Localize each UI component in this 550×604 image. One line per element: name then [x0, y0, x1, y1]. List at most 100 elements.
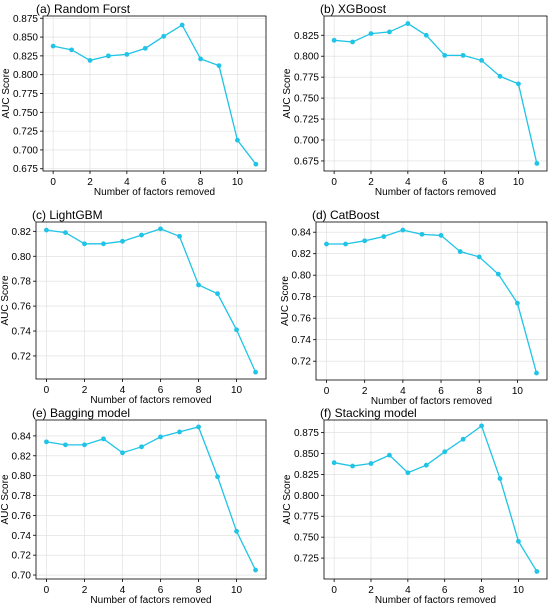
plot-frame — [35, 221, 267, 380]
y-tick-label: 0.74 — [12, 327, 32, 338]
y-tick-label: 0.775 — [294, 512, 319, 523]
x-tick-label: 0 — [331, 585, 337, 596]
data-point — [368, 461, 374, 466]
x-tick-label: 8 — [476, 386, 482, 397]
data-point — [253, 369, 258, 375]
series-line — [334, 424, 538, 572]
x-tick-label: 8 — [479, 585, 485, 596]
data-point — [534, 370, 539, 376]
panel-a: 0 2 4 6 8 10 0.675 0.700 0.725 0.750 0.775 0.800 0.8… — [1, 2, 267, 198]
y-tick-label: 0.675 — [13, 164, 38, 175]
y-tick-label: 0.80 — [12, 471, 32, 482]
data-point — [179, 22, 185, 28]
grid — [36, 222, 266, 379]
data-point — [158, 226, 163, 232]
data-point — [216, 63, 222, 69]
data-point — [82, 442, 87, 448]
data-point — [495, 271, 501, 277]
panel-title: (a) Random Forst — [36, 2, 131, 16]
panel-title: (d) CatBoost — [312, 208, 380, 222]
data-point — [405, 21, 411, 26]
data-point — [442, 449, 448, 455]
x-tick-label: 0 — [324, 386, 330, 397]
series-line — [46, 426, 257, 571]
data-point — [419, 231, 425, 237]
y-tick-label: 0.725 — [294, 554, 319, 565]
data-point — [331, 460, 337, 466]
series-line — [334, 22, 538, 164]
y-tick-label: 0.775 — [13, 89, 38, 100]
y-tick-label: 0.825 — [294, 470, 319, 481]
y-tick-label: 0.74 — [292, 335, 312, 346]
x-tick-label: 4 — [405, 585, 411, 596]
x-tick-label: 2 — [368, 585, 374, 596]
y-tick-label: 0.72 — [12, 551, 32, 562]
data-point — [324, 241, 329, 247]
panel-d: 0 2 4 6 8 10 0.72 0.74 0.76 0.78 0.80 0.82 0.84(d) C… — [280, 208, 548, 407]
data-point — [381, 234, 387, 239]
x-tick-label: 10 — [231, 585, 243, 596]
x-tick-label: 2 — [82, 585, 88, 596]
data-point — [177, 429, 182, 435]
data-point — [124, 51, 130, 57]
data-point — [476, 254, 482, 260]
x-tick-label: 6 — [442, 585, 448, 596]
y-tick-label: 0.875 — [294, 428, 319, 439]
data-point — [405, 470, 411, 476]
y-axis-title: AUC Score — [280, 276, 291, 326]
y-tick-label: 0.850 — [294, 449, 319, 460]
y-tick-label: 0.76 — [292, 314, 312, 325]
data-point — [101, 241, 106, 247]
y-axis-title: AUC Score — [1, 68, 12, 118]
y-tick-label: 0.850 — [13, 33, 38, 44]
data-point — [460, 436, 466, 442]
y-tick-label: 0.800 — [294, 491, 319, 502]
y-axis-title: AUC Score — [282, 474, 293, 524]
panel-title: (f) Stacking model — [320, 406, 417, 420]
data-point — [234, 327, 239, 333]
y-tick-label: 0.82 — [12, 451, 32, 462]
series-line — [53, 24, 257, 165]
grid — [36, 420, 266, 579]
y-tick-label: 0.825 — [294, 31, 319, 42]
y-tick-label: 0.80 — [292, 271, 312, 282]
y-tick-label: 0.74 — [12, 531, 32, 542]
x-tick-label: 4 — [400, 386, 406, 397]
x-tick-label: 10 — [231, 385, 243, 396]
x-tick-label: 8 — [196, 585, 202, 596]
x-tick-label: 0 — [44, 385, 50, 396]
x-tick-label: 6 — [158, 585, 164, 596]
y-tick-label: 0.82 — [12, 227, 32, 238]
data-point — [350, 39, 355, 45]
data-point — [423, 32, 429, 38]
data-point — [387, 29, 392, 35]
panel-title: (c) LightGBM — [32, 208, 103, 222]
data-point — [44, 227, 49, 233]
data-point — [343, 241, 348, 247]
x-tick-label: 8 — [479, 177, 485, 188]
data-point — [423, 462, 429, 468]
plot-frame — [315, 221, 548, 381]
y-tick-label: 0.82 — [292, 249, 312, 260]
data-point — [82, 241, 87, 247]
data-point — [139, 232, 144, 238]
y-tick-label: 0.825 — [13, 51, 38, 62]
y-tick-label: 0.800 — [294, 52, 319, 63]
data-point — [534, 161, 540, 166]
y-tick-label: 0.84 — [12, 431, 32, 442]
data-point — [534, 569, 540, 574]
x-tick-label: 8 — [198, 177, 204, 188]
panel-title: (b) XGBoost — [320, 2, 387, 16]
x-tick-label: 2 — [368, 177, 374, 188]
x-tick-label: 0 — [50, 177, 56, 188]
y-tick-label: 0.84 — [292, 228, 312, 239]
y-tick-label: 0.725 — [13, 127, 38, 138]
data-point — [368, 31, 374, 36]
y-tick-label: 0.750 — [294, 94, 319, 105]
data-point — [106, 53, 111, 59]
y-tick-label: 0.80 — [12, 252, 32, 263]
data-point — [177, 233, 182, 239]
x-axis-title: Number of factors removed — [375, 187, 496, 198]
data-point — [101, 436, 106, 442]
